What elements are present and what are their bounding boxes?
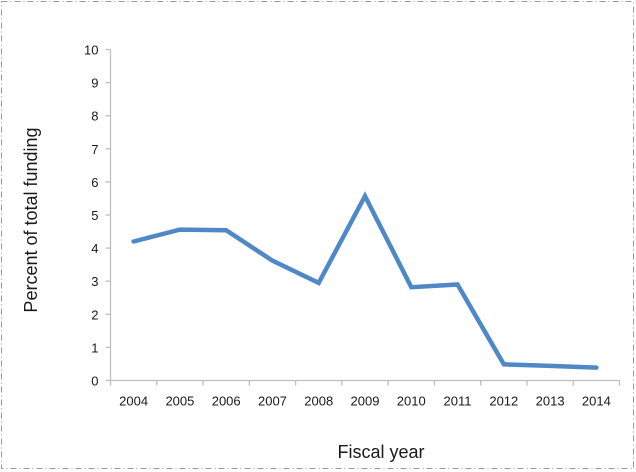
x-tick-label: 2007 <box>258 394 287 409</box>
y-tick-label: 2 <box>91 307 98 322</box>
y-tick-label: 3 <box>91 274 98 289</box>
y-tick-label: 9 <box>91 76 98 91</box>
x-tick-label: 2014 <box>582 394 611 409</box>
x-tick-label: 2008 <box>304 394 333 409</box>
x-axis-title: Fiscal year <box>337 442 424 462</box>
y-tick-label: 8 <box>91 109 98 124</box>
x-tick-label: 2006 <box>212 394 241 409</box>
x-tick-label: 2013 <box>536 394 565 409</box>
y-axis-title: Percent of total funding <box>21 127 41 312</box>
x-tick-label: 2005 <box>165 394 194 409</box>
y-tick-label: 1 <box>91 340 98 355</box>
y-tick-label: 10 <box>84 43 98 58</box>
y-tick-label: 5 <box>91 208 98 223</box>
x-tick-label: 2010 <box>397 394 426 409</box>
y-tick-label: 7 <box>91 142 98 157</box>
x-tick-label: 2011 <box>444 394 472 409</box>
x-axis: 2004 2005 2006 2007 2008 2009 2010 2011 2012 2013… <box>109 379 621 409</box>
x-tick-label: 2012 <box>489 394 518 409</box>
data-series <box>131 191 599 370</box>
x-tick-label: 2009 <box>351 394 380 409</box>
y-tick-label: 0 <box>91 374 98 389</box>
y-axis: 0 1 2 3 4 5 6 7 8 9 10 <box>84 43 112 389</box>
series-line <box>131 191 599 370</box>
y-tick-label: 6 <box>91 175 98 190</box>
y-tick-label: 4 <box>91 241 98 256</box>
x-tick-label: 2004 <box>119 394 148 409</box>
